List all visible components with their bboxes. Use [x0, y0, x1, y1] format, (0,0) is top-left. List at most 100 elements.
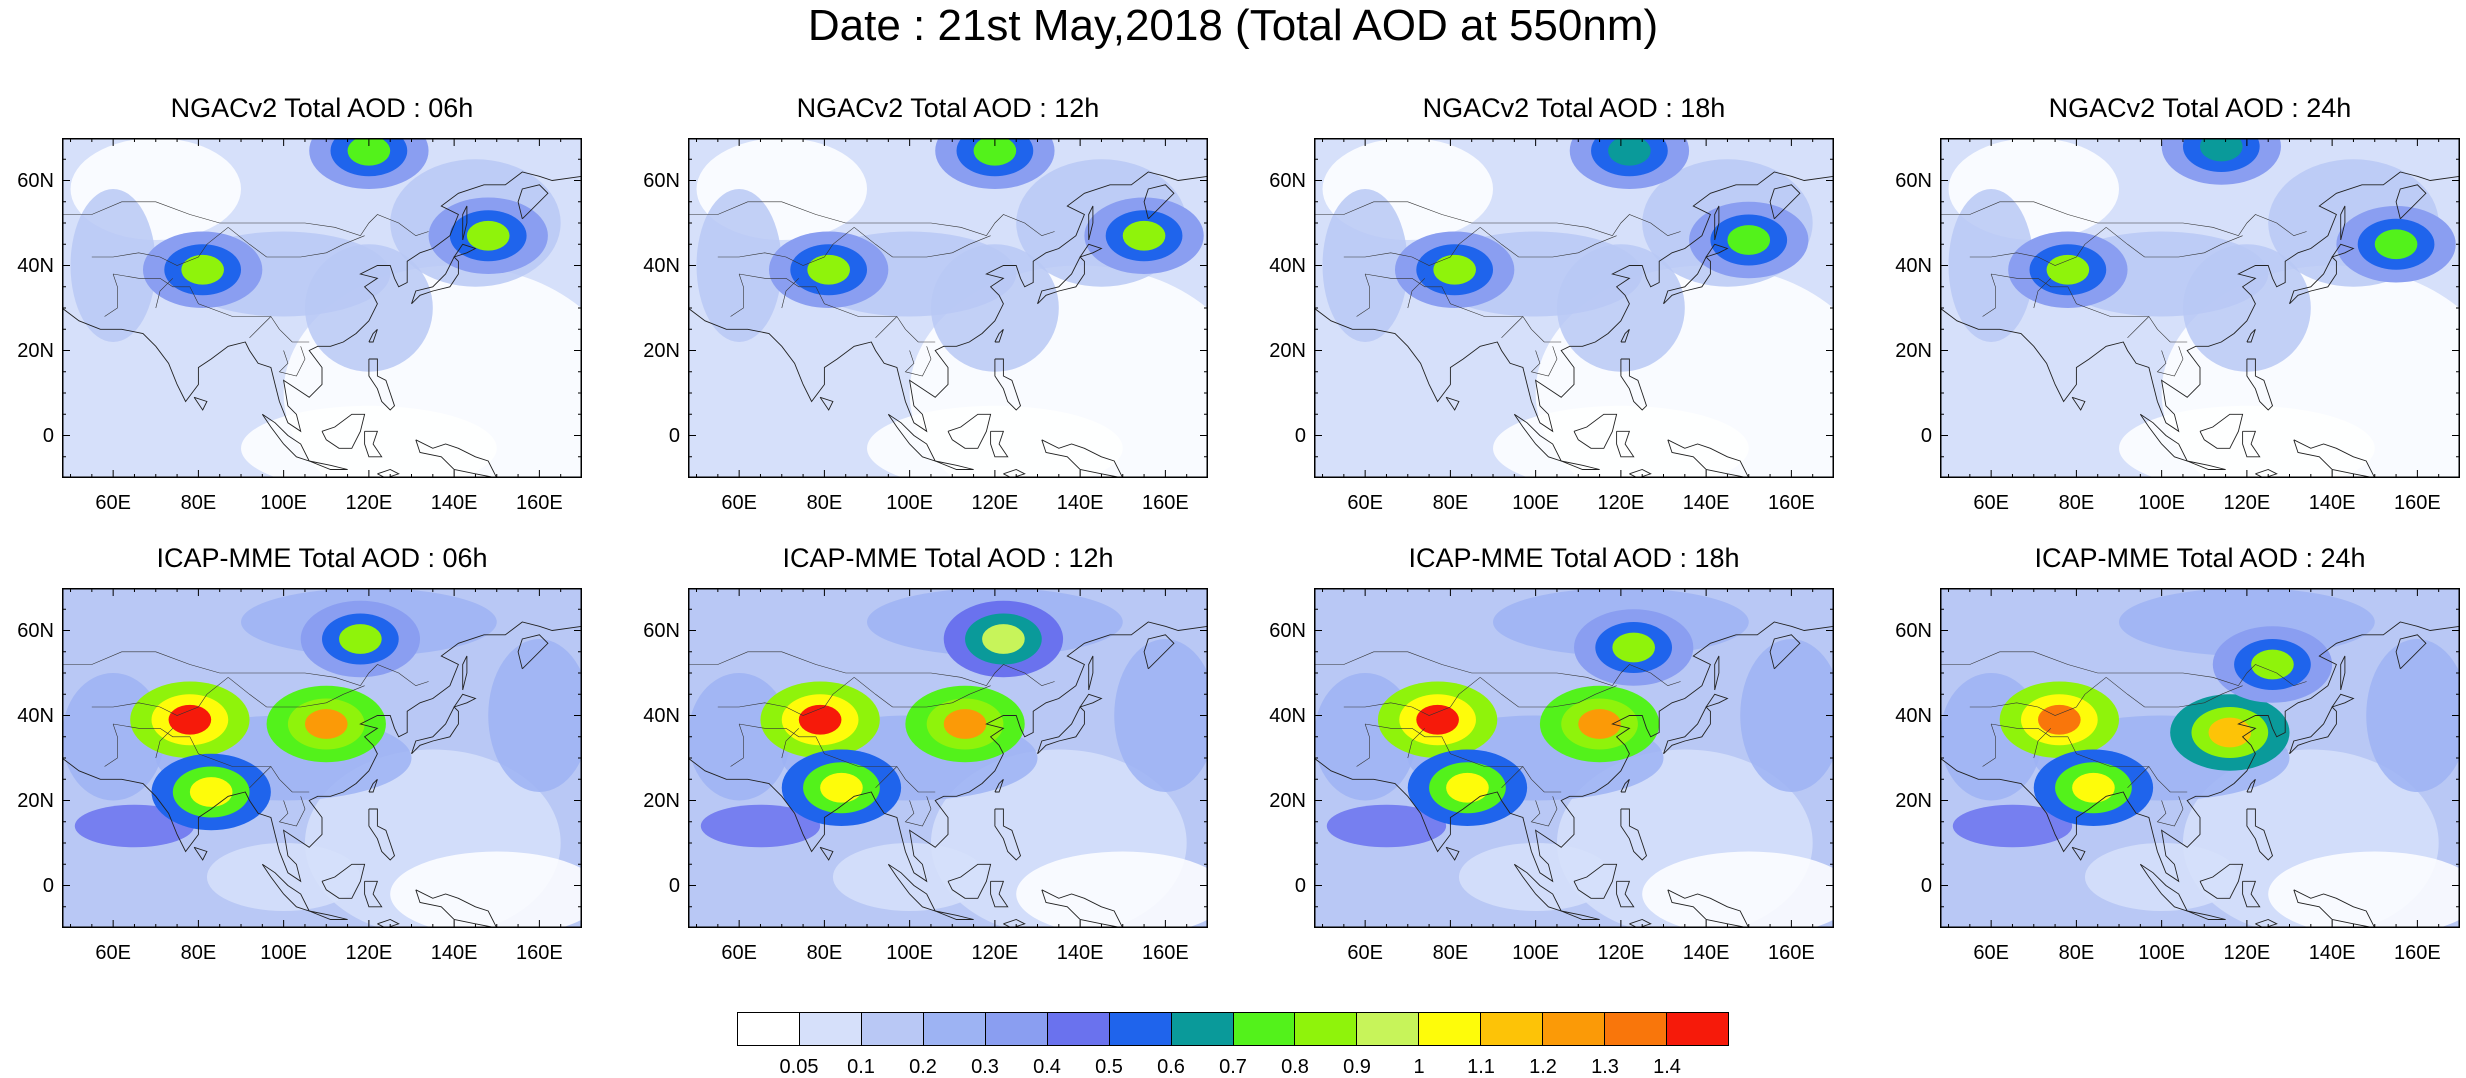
aod-hotspot — [1122, 220, 1166, 251]
coastline — [935, 460, 974, 470]
aod-hotspot — [807, 254, 850, 285]
coastline — [1616, 880, 1635, 908]
colorbar-swatch — [1480, 1012, 1543, 1046]
x-tick-label: 120E — [971, 492, 1019, 514]
coastline — [1314, 621, 1834, 883]
coastline — [1714, 655, 1720, 691]
aod-hotspot — [973, 138, 1017, 166]
aod-hotspot — [2046, 254, 2090, 285]
colorbar-swatch — [1418, 1012, 1481, 1046]
aod-map — [62, 138, 582, 478]
x-tick-label: 120E — [1597, 492, 1645, 514]
x-tick-label: 60E — [1347, 942, 1383, 964]
panel-title: ICAP-MME Total AOD : 12h — [782, 543, 1114, 573]
coastline — [1445, 846, 1460, 861]
coastline — [453, 243, 477, 258]
aod-region — [488, 639, 582, 792]
country-border — [249, 316, 272, 339]
colorbar-swatch — [984, 1012, 1047, 1046]
x-tick-label: 120E — [1597, 942, 1645, 964]
panel-title: ICAP-MME Total AOD : 06h — [156, 543, 488, 573]
coastline — [368, 328, 378, 343]
country-border — [904, 796, 932, 827]
coastline — [2331, 693, 2355, 708]
country-border — [1480, 227, 1617, 258]
country-border — [730, 723, 744, 767]
colorbar-label: 1.2 — [1529, 1056, 1557, 1078]
y-tick-label: 60N — [17, 169, 54, 192]
country-border — [1991, 723, 2188, 793]
coastline — [2242, 430, 2261, 458]
aod-region — [206, 843, 361, 911]
country-border — [1940, 651, 2307, 687]
y-tick-label: 0 — [668, 424, 680, 447]
coastline — [2331, 243, 2355, 258]
country-border — [2106, 227, 2243, 258]
map-area — [62, 588, 582, 928]
y-tick-label: 60N — [1269, 619, 1306, 642]
coastline — [2340, 205, 2346, 241]
x-tick-label: 80E — [1432, 942, 1469, 964]
country-border — [2156, 796, 2184, 827]
country-border — [62, 651, 429, 687]
coastline — [994, 358, 1022, 411]
coastline — [364, 430, 383, 458]
aod-hotspot — [1446, 772, 1489, 803]
x-tick-label: 100E — [2138, 942, 2185, 964]
country-border — [739, 273, 936, 343]
coastline — [994, 808, 1022, 861]
y-tick-label: 20N — [643, 789, 680, 812]
country-border — [2127, 766, 2150, 789]
country-border — [1530, 796, 1558, 827]
colorbar-swatch — [1232, 1012, 1295, 1046]
aod-region — [304, 244, 433, 372]
aod-region — [1016, 851, 1208, 928]
coastline — [990, 880, 1009, 908]
x-tick-label: 140E — [430, 942, 478, 964]
country-border — [2156, 346, 2184, 377]
aod-hotspot — [189, 777, 233, 807]
coastline — [2242, 880, 2261, 908]
country-border — [717, 227, 855, 266]
coastline — [1620, 808, 1648, 861]
coastline — [2289, 256, 2337, 305]
coastline — [688, 171, 1208, 433]
coastline — [1079, 243, 1103, 258]
coastline — [2199, 863, 2244, 899]
country-border — [1365, 273, 1562, 343]
coastline — [1445, 396, 1460, 411]
y-tick-label: 20N — [643, 339, 680, 362]
coastline — [2246, 808, 2274, 861]
coastline — [1616, 430, 1635, 458]
colorbar-label: 0.8 — [1281, 1056, 1309, 1078]
y-tick-label: 20N — [17, 339, 54, 362]
coastline — [990, 430, 1009, 458]
panel-title: NGACv2 Total AOD : 24h — [2048, 93, 2352, 123]
y-tick-label: 20N — [1269, 339, 1306, 362]
coastline — [2187, 910, 2226, 920]
country-border — [1356, 273, 1370, 317]
coastline — [935, 910, 974, 920]
coastline — [1667, 889, 1750, 928]
x-tick-label: 140E — [2308, 942, 2356, 964]
coastline — [1561, 910, 1600, 920]
y-tick-label: 0 — [42, 874, 54, 897]
coastline — [2071, 846, 2086, 861]
x-tick-label: 100E — [1512, 942, 1559, 964]
country-border — [104, 273, 118, 317]
colorbar-label: 0.5 — [1095, 1056, 1123, 1078]
coastline — [1667, 439, 1750, 478]
coastline — [193, 396, 208, 411]
colorbar-label: 0.05 — [779, 1056, 819, 1078]
country-border — [1982, 723, 1996, 767]
aod-region — [1952, 804, 2073, 848]
coastline — [1037, 706, 1085, 755]
y-tick-label: 40N — [643, 704, 680, 727]
country-border — [854, 227, 991, 258]
coastline — [2293, 889, 2376, 928]
y-tick-label: 40N — [1269, 254, 1306, 277]
x-tick-label: 100E — [260, 492, 307, 514]
x-tick-label: 80E — [2058, 942, 2095, 964]
colorbar-swatch — [1666, 1012, 1729, 1046]
x-tick-label: 160E — [516, 492, 563, 514]
